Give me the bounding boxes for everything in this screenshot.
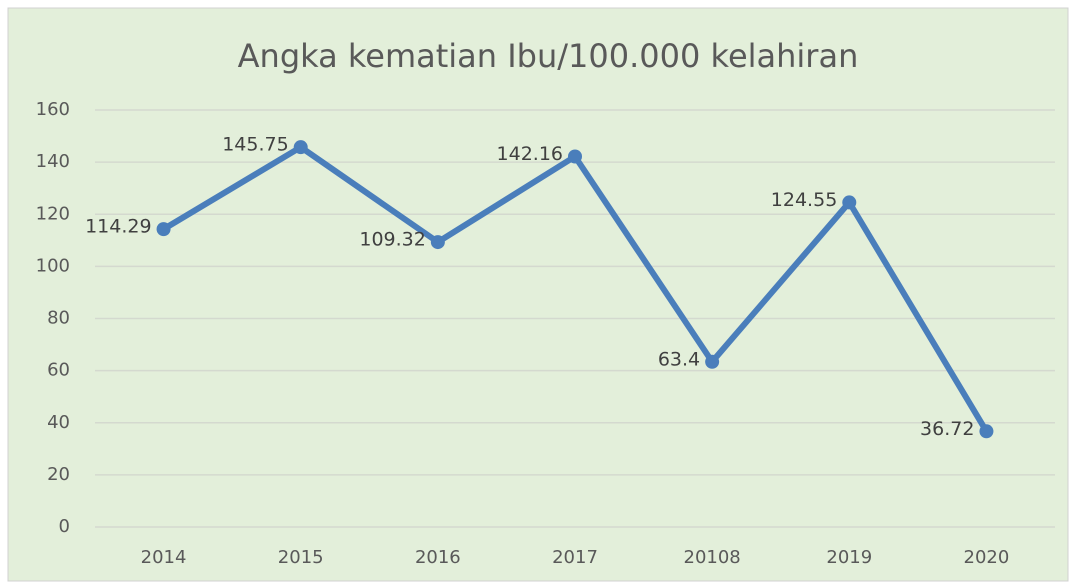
- data-label: 145.75: [222, 134, 288, 156]
- marker: [156, 222, 171, 237]
- data-label: 124.55: [771, 189, 837, 211]
- y-tick-label: 40: [47, 412, 70, 433]
- x-tick-label: 2015: [278, 547, 324, 568]
- x-tick-label: 2019: [826, 547, 872, 568]
- x-tick-label: 2017: [552, 547, 598, 568]
- marker: [842, 195, 857, 210]
- marker: [979, 424, 994, 439]
- marker: [705, 354, 720, 369]
- marker: [293, 140, 308, 155]
- marker: [430, 235, 445, 250]
- marker: [568, 149, 582, 164]
- data-label: 142.16: [497, 143, 563, 165]
- chart-title: Angka kematian Ibu/100.000 kelahiran: [238, 37, 859, 75]
- y-tick-label: 0: [59, 516, 70, 537]
- y-tick-label: 120: [36, 203, 70, 224]
- data-label: 36.72: [920, 418, 974, 440]
- y-tick-label: 140: [36, 151, 70, 172]
- x-tick-label: 2014: [141, 547, 187, 568]
- x-tick-label: 20108: [684, 547, 741, 568]
- y-tick-label: 80: [47, 308, 70, 329]
- y-tick-label: 160: [36, 99, 70, 120]
- x-tick-label: 2016: [415, 547, 461, 568]
- x-tick-label: 2020: [964, 547, 1010, 568]
- data-label: 114.29: [85, 216, 151, 238]
- y-tick-label: 60: [47, 360, 70, 381]
- chart-background: [7, 7, 1069, 582]
- data-label: 109.32: [359, 229, 425, 251]
- y-tick-label: 20: [47, 464, 70, 485]
- y-tick-label: 100: [36, 255, 70, 276]
- data-label: 63.4: [658, 348, 700, 370]
